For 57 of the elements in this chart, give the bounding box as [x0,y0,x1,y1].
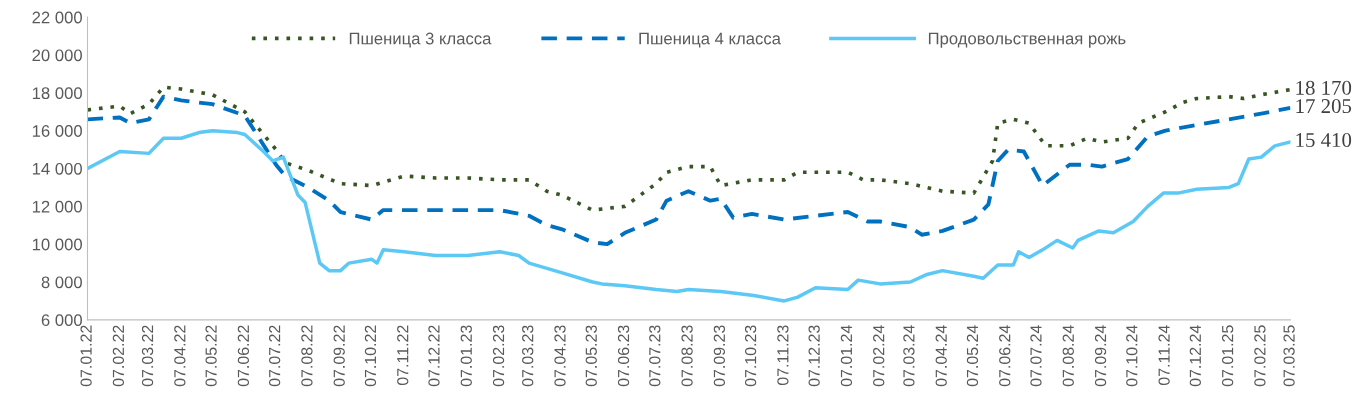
x-tick-label: 07.04.22 [174,325,186,387]
x-tick-label: 07.05.23 [585,325,597,387]
x-tick-label: 07.02.25 [1254,325,1266,387]
annotation: 15 410 [1296,132,1352,148]
y-tick-label: 18 000 [32,87,82,100]
x-tick-label: 07.01.22 [80,325,92,387]
x-tick-label: 07.03.22 [141,325,154,387]
x-tick-label: 07.12.22 [428,325,440,387]
x-tick-label: 07.06.23 [617,325,630,387]
annotation: 18 170 [1296,80,1352,95]
x-tick-label: 07.02.24 [873,325,885,387]
x-tick-label: 07.10.24 [1126,325,1138,387]
x-tick-label: 07.10.22 [364,325,377,387]
y-tick-label: 6 000 [41,314,82,327]
x-tick-label: 07.09.24 [1094,325,1107,387]
line-series [87,94,1291,247]
line-series [87,128,1291,303]
x-tick-label: 07.07.22 [268,325,281,387]
x-tick-label: 07.12.23 [808,325,820,387]
x-tick-label: 07.07.23 [649,325,661,387]
x-tick-label: 07.01.23 [460,325,472,387]
x-tick-label: 07.01.25 [1221,325,1234,387]
annotation: 17 205 [1296,99,1352,114]
x-tick-label: 07.10.23 [744,325,757,387]
legend-label: Продовольственная рожь [928,32,1126,48]
x-tick-label: 07.04.23 [554,325,566,387]
legend-label: Пшеница 3 класса [349,32,492,48]
x-tick-label: 07.03.23 [522,325,534,387]
x-tick-label: 07.06.22 [237,325,250,387]
x-tick-label: 07.08.23 [681,325,693,387]
x-tick-label: 07.11.22 [397,325,409,386]
line-series [87,85,1291,212]
x-tick-label: 07.09.22 [333,325,345,387]
x-tick-label: 07.04.24 [935,325,947,387]
x-tick-label: 07.09.23 [713,325,726,387]
y-tick-label: 8 000 [41,276,82,289]
x-tick-label: 07.06.24 [999,325,1011,387]
legend-label: Пшеница 4 класса [639,32,781,48]
y-tick-label: 20 000 [32,49,82,62]
x-tick-label: 07.08.24 [1062,325,1074,387]
y-tick-label: 16 000 [32,125,82,137]
x-tick-label: 07.02.23 [492,325,505,387]
x-tick-label: 07.02.22 [112,325,125,387]
x-tick-label: 07.01.24 [840,325,853,387]
x-tick-label: 07.05.22 [205,325,217,387]
x-tick-label: 07.12.24 [1189,325,1201,387]
x-tick-label: 07.03.25 [1283,325,1295,387]
x-tick-label: 07.11.23 [777,325,789,386]
y-tick-label: 14 000 [32,162,82,175]
x-tick-label: 07.08.22 [301,325,313,387]
x-tick-label: 07.07.24 [1030,325,1042,387]
y-tick-label: 10 000 [32,238,82,251]
y-tick-label: 12 000 [32,200,82,213]
x-tick-label: 07.05.24 [966,325,979,387]
x-tick-label: 07.03.24 [903,325,915,387]
x-tick-label: 07.11.24 [1158,325,1170,386]
y-tick-label: 22 000 [32,11,82,24]
